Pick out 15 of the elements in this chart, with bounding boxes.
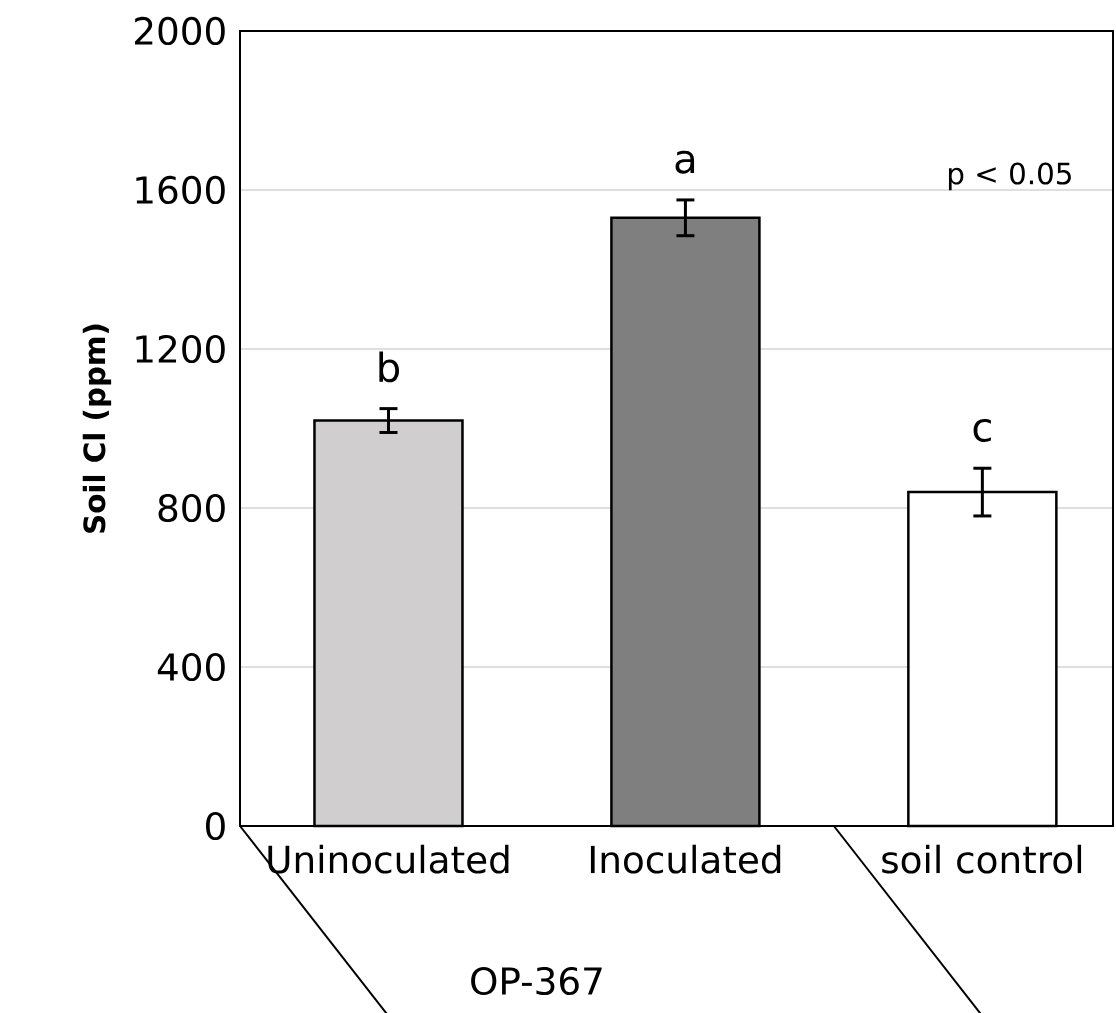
annotation: a <box>675 150 695 174</box>
y-tick-label: 2000 <box>135 16 225 46</box>
y-tick-label: 1200 <box>136 334 225 364</box>
x-tick-label: soil control <box>882 844 1082 874</box>
y-tick-label: 400 <box>157 652 225 682</box>
y-tick-label: 800 <box>158 493 225 523</box>
text: OP-367 <box>471 966 602 996</box>
annotation: b <box>379 351 399 383</box>
y-axis-title: Soil Cl (ppm) <box>82 324 112 533</box>
annotation: p < 0.05 <box>948 162 1071 191</box>
y-tick-label: 0 <box>206 811 225 841</box>
y-tick-label: 1600 <box>136 175 225 205</box>
x-tick-label: Uninoculated <box>268 844 509 874</box>
x-tick-label: Inoculated <box>590 844 781 874</box>
annotation: c <box>973 419 991 442</box>
